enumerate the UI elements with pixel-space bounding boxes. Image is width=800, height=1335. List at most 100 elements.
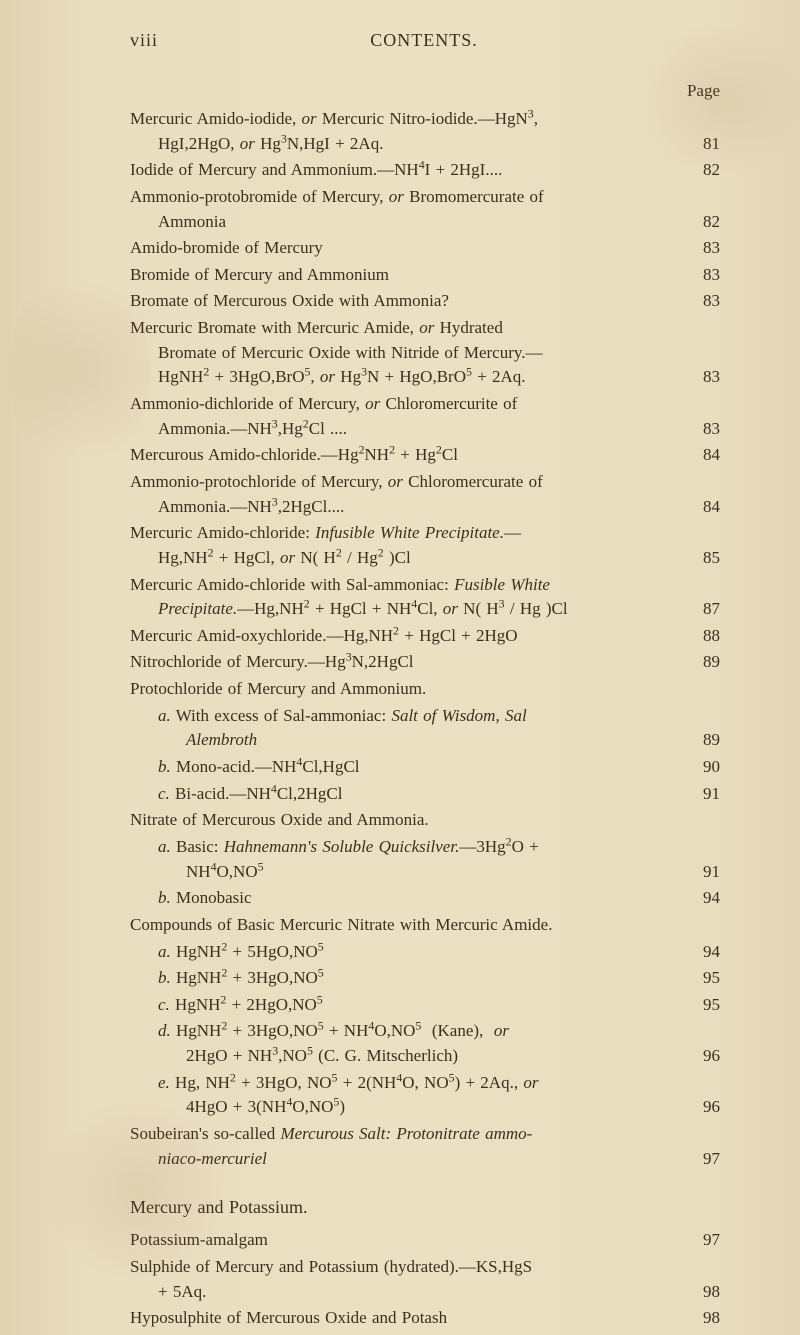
toc-entry-text: niaco-mercuriel (158, 1147, 267, 1172)
toc-page-number: 82 (684, 158, 720, 183)
toc-entry-text: a. HgNH2 + 5HgO,NO5 (158, 940, 324, 965)
toc-page-number: 95 (684, 993, 720, 1018)
toc-entry: Amido-bromide of Mercury83 (130, 236, 720, 261)
toc-entry-text: HgNH2 + 3HgO,BrO5, or Hg3N + HgO,BrO5 + … (158, 365, 526, 390)
toc-page-number: 94 (684, 886, 720, 911)
toc-page-number: 96 (684, 1095, 720, 1120)
toc-entry: a. HgNH2 + 5HgO,NO5 94 (130, 940, 720, 965)
toc-page-number: 94 (684, 940, 720, 965)
toc-entry: Nitrochloride of Mercury.—Hg3N,2HgCl 89 (130, 650, 720, 675)
page-roman: viii (130, 30, 158, 51)
toc-page-number: 83 (684, 417, 720, 442)
toc-entry: 2HgO + NH3,NO5 (C. G. Mitscherlich)96 (130, 1044, 720, 1069)
toc-page-number: 98 (684, 1280, 720, 1305)
toc-entry-text: Nitrochloride of Mercury.—Hg3N,2HgCl (130, 650, 414, 675)
toc-entry-text: 2HgO + NH3,NO5 (C. G. Mitscherlich) (186, 1044, 458, 1069)
toc-entry-text: 4HgO + 3(NH4O,NO5) (186, 1095, 345, 1120)
toc-entry-text: Hg,NH2 + HgCl, or N( H2 / Hg2 )Cl (158, 546, 411, 571)
toc-entry-line: d. HgNH2 + 3HgO,NO5 + NH4O,NO5 (Kane), o… (130, 1019, 720, 1044)
toc-entry: Alembroth 89 (130, 728, 720, 753)
toc-entry: Iodide of Mercury and Ammonium.—NH4I + 2… (130, 158, 720, 183)
toc-entry: niaco-mercuriel 97 (130, 1147, 720, 1172)
toc-entry: Nitrate of Mercurous Oxide and Ammonia. (130, 808, 720, 833)
toc-entry-text: c. Bi-acid.—NH4Cl,2HgCl (158, 782, 343, 807)
running-header: viii CONTENTS. (130, 30, 720, 51)
toc-entry-line: Mercuric Amido-chloride with Sal-ammonia… (130, 573, 720, 598)
toc-entry: + 5Aq. 98 (130, 1280, 720, 1305)
toc-entry-text: b. Mono-acid.—NH4Cl,HgCl (158, 755, 360, 780)
toc-entry-line: Bromate of Mercuric Oxide with Nitride o… (130, 341, 720, 366)
toc-page-number: 95 (684, 966, 720, 991)
toc-entry-line: a. With excess of Sal-ammoniac: Salt of … (130, 704, 720, 729)
toc-entry-line: Soubeiran's so-called Mercurous Salt: Pr… (130, 1122, 720, 1147)
toc-entry-text: b. Monobasic (158, 886, 252, 911)
toc-entry-text: Bromide of Mercury and Ammonium (130, 263, 389, 288)
toc-entry: Mercurous Amido-chloride.—Hg2NH2 + Hg2Cl… (130, 443, 720, 468)
section-heading: Mercury and Potassium. (130, 1197, 720, 1218)
toc-page-number: 82 (684, 210, 720, 235)
toc-entry-text: Ammonia.—NH3,2HgCl.... (158, 495, 344, 520)
toc-page-number: 91 (684, 782, 720, 807)
toc-entry-text: c. HgNH2 + 2HgO,NO5 (158, 993, 323, 1018)
toc-page-number: 98 (684, 1306, 720, 1331)
toc-entry-line: Sulphide of Mercury and Potassium (hydra… (130, 1255, 720, 1280)
toc-entry-line: Mercuric Bromate with Mercuric Amide, or… (130, 316, 720, 341)
toc-entry: Bromide of Mercury and Ammonium83 (130, 263, 720, 288)
toc-page-number: 81 (684, 132, 720, 157)
toc-entry: Ammonia.—NH3,Hg2Cl .... 83 (130, 417, 720, 442)
toc-entry: Mercuric Amid-oxychloride.—Hg,NH2 + HgCl… (130, 624, 720, 649)
toc-entry-line: Ammonio-protobromide of Mercury, or Brom… (130, 185, 720, 210)
page-column-label: Page (130, 81, 720, 101)
toc-entry: HgI,2HgO, or Hg3N,HgI + 2Aq. 81 (130, 132, 720, 157)
toc-entry-line: Ammonio-dichloride of Mercury, or Chloro… (130, 392, 720, 417)
toc-entry-text: + 5Aq. (158, 1280, 206, 1305)
toc-entry: HgNH2 + 3HgO,BrO5, or Hg3N + HgO,BrO5 + … (130, 365, 720, 390)
toc-entry-line: Ammonio-protochloride of Mercury, or Chl… (130, 470, 720, 495)
toc-entry: b. Monobasic 94 (130, 886, 720, 911)
toc-entry: c. Bi-acid.—NH4Cl,2HgCl 91 (130, 782, 720, 807)
toc-page-number: 88 (684, 624, 720, 649)
toc-entry: b. Mono-acid.—NH4Cl,HgCl90 (130, 755, 720, 780)
toc-entry-line: e. Hg, NH2 + 3HgO, NO5 + 2(NH4O, NO5) + … (130, 1071, 720, 1096)
toc-entry-text: Nitrate of Mercurous Oxide and Ammonia. (130, 808, 429, 833)
toc-entry-text: Alembroth (186, 728, 257, 753)
toc-entry-text: Mercurous Amido-chloride.—Hg2NH2 + Hg2Cl (130, 443, 458, 468)
toc-entry: NH4O,NO5 91 (130, 860, 720, 885)
toc-entry: b. HgNH2 + 3HgO,NO595 (130, 966, 720, 991)
toc-entry: Compounds of Basic Mercuric Nitrate with… (130, 913, 720, 938)
toc-entry: c. HgNH2 + 2HgO,NO5 95 (130, 993, 720, 1018)
toc-entry-text: Amido-bromide of Mercury (130, 236, 323, 261)
toc-entry: 4HgO + 3(NH4O,NO5) 96 (130, 1095, 720, 1120)
toc-entry-text: HgI,2HgO, or Hg3N,HgI + 2Aq. (158, 132, 383, 157)
toc-entry: Ammonia 82 (130, 210, 720, 235)
toc-entry-text: Protochloride of Mercury and Ammonium. (130, 677, 426, 702)
toc-entry-text: NH4O,NO5 (186, 860, 264, 885)
toc-page-number: 97 (684, 1147, 720, 1172)
toc-entry-text: Compounds of Basic Mercuric Nitrate with… (130, 913, 552, 938)
toc-entry-text: Hyposulphite of Mercurous Oxide and Pota… (130, 1306, 447, 1331)
toc-page-number: 83 (684, 365, 720, 390)
toc-page-number: 85 (684, 546, 720, 571)
toc-entry-text: Bromate of Mercurous Oxide with Ammonia? (130, 289, 449, 314)
toc-entry-text: Iodide of Mercury and Ammonium.—NH4I + 2… (130, 158, 502, 183)
toc-entry-text: Ammonia (158, 210, 226, 235)
toc-entry: Bromate of Mercurous Oxide with Ammonia?… (130, 289, 720, 314)
toc-page-number: 89 (684, 728, 720, 753)
toc-page-number: 84 (684, 443, 720, 468)
toc-page-number: 83 (684, 289, 720, 314)
toc-entry: Protochloride of Mercury and Ammonium. (130, 677, 720, 702)
toc-page-number: 91 (684, 860, 720, 885)
toc-entry-line: Mercuric Amido-chloride: Infusible White… (130, 521, 720, 546)
toc-entry-line: a. Basic: Hahnemann's Soluble Quicksilve… (130, 835, 720, 860)
contents-list: Mercuric Amido-iodide, or Mercuric Nitro… (130, 107, 720, 1171)
toc-page-number: 87 (684, 597, 720, 622)
toc-entry-text: Ammonia.—NH3,Hg2Cl .... (158, 417, 347, 442)
toc-entry-text: Mercuric Amid-oxychloride.—Hg,NH2 + HgCl… (130, 624, 518, 649)
toc-entry: Ammonia.—NH3,2HgCl.... 84 (130, 495, 720, 520)
toc-page-number: 84 (684, 495, 720, 520)
toc-entry-text: Precipitate.—Hg,NH2 + HgCl + NH4Cl, or N… (158, 597, 568, 622)
toc-entry: Hyposulphite of Mercurous Oxide and Pota… (130, 1306, 720, 1331)
toc-entry-line: Mercuric Amido-iodide, or Mercuric Nitro… (130, 107, 720, 132)
toc-entry: Potassium-amalgam97 (130, 1228, 720, 1253)
toc-page-number: 89 (684, 650, 720, 675)
